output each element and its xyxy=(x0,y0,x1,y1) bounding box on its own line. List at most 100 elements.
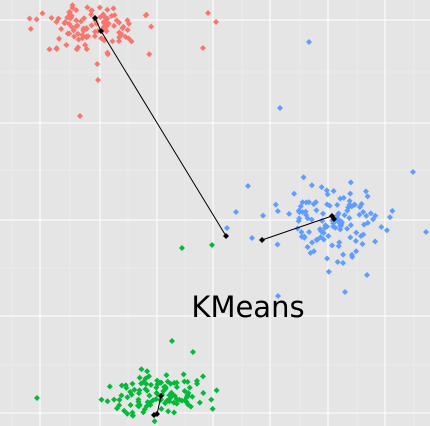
data-point xyxy=(351,201,358,208)
data-point xyxy=(124,394,131,401)
data-point xyxy=(296,215,303,222)
data-point xyxy=(313,207,320,214)
data-point xyxy=(128,391,135,398)
data-point xyxy=(96,4,103,11)
data-point xyxy=(332,224,339,231)
data-point xyxy=(353,229,360,236)
data-point xyxy=(160,388,167,395)
data-point xyxy=(104,6,111,13)
data-point xyxy=(364,219,371,226)
data-point xyxy=(306,39,312,45)
data-point xyxy=(122,33,129,40)
data-point xyxy=(73,17,80,24)
data-point xyxy=(233,209,239,215)
data-point xyxy=(162,383,169,390)
data-point xyxy=(138,366,145,373)
data-point xyxy=(194,380,201,387)
data-point xyxy=(116,29,123,36)
data-point xyxy=(136,374,143,381)
data-point xyxy=(173,396,180,403)
data-point xyxy=(129,409,136,416)
data-point xyxy=(84,33,91,40)
data-point xyxy=(183,399,190,406)
data-point xyxy=(200,390,207,397)
data-point xyxy=(127,402,134,409)
data-point xyxy=(213,19,219,25)
data-point xyxy=(341,212,348,219)
data-point xyxy=(306,229,313,236)
data-point xyxy=(165,408,172,415)
data-point xyxy=(291,190,298,197)
data-point xyxy=(108,12,115,19)
data-point xyxy=(131,386,138,393)
data-point xyxy=(378,223,385,230)
data-point xyxy=(146,51,153,58)
data-point xyxy=(304,244,311,251)
data-point xyxy=(184,378,191,385)
data-point xyxy=(313,236,320,243)
data-point xyxy=(208,396,215,403)
data-point xyxy=(298,229,305,236)
data-point xyxy=(410,169,416,175)
data-point xyxy=(346,215,353,222)
data-point xyxy=(224,225,230,231)
data-point xyxy=(104,398,111,405)
data-point xyxy=(319,210,326,217)
data-point xyxy=(310,248,317,255)
centroid-marker xyxy=(92,15,98,21)
data-point xyxy=(353,248,360,255)
data-point xyxy=(173,400,180,407)
data-point xyxy=(88,11,95,18)
data-point xyxy=(118,392,125,399)
data-point xyxy=(213,387,220,394)
data-point xyxy=(109,38,116,45)
data-point xyxy=(298,233,305,240)
data-point xyxy=(144,368,151,375)
data-point xyxy=(205,10,211,16)
data-point xyxy=(110,22,117,29)
data-point xyxy=(209,242,215,248)
data-point xyxy=(88,22,95,29)
data-point xyxy=(151,418,158,425)
data-point xyxy=(34,395,40,401)
data-point xyxy=(84,4,91,11)
data-point xyxy=(62,18,69,25)
data-point xyxy=(348,251,355,258)
data-point xyxy=(347,234,354,241)
data-point xyxy=(367,210,374,217)
data-point xyxy=(277,105,283,111)
data-point xyxy=(163,372,170,379)
data-point xyxy=(69,4,76,11)
data-point xyxy=(144,387,151,394)
centroid-marker xyxy=(98,28,104,34)
data-point xyxy=(372,238,379,245)
data-point xyxy=(186,384,193,391)
data-point xyxy=(324,255,331,262)
data-point xyxy=(199,373,206,380)
data-point xyxy=(179,245,185,251)
data-point xyxy=(245,183,251,189)
data-point xyxy=(168,393,175,400)
data-point xyxy=(115,38,122,45)
data-point xyxy=(304,215,311,222)
centroid-marker xyxy=(158,393,164,399)
data-point xyxy=(140,409,147,416)
data-points xyxy=(26,2,429,425)
data-point xyxy=(26,15,33,22)
data-point xyxy=(342,289,348,295)
data-point xyxy=(189,393,196,400)
data-point xyxy=(167,380,174,387)
data-point xyxy=(334,259,341,266)
centroid-marker xyxy=(223,233,229,239)
data-point xyxy=(356,204,363,211)
data-point xyxy=(77,113,83,119)
data-point xyxy=(116,396,123,403)
data-point xyxy=(272,201,279,208)
data-point xyxy=(209,405,216,412)
data-point xyxy=(121,407,128,414)
data-point xyxy=(80,27,87,34)
data-point xyxy=(48,14,55,21)
data-point xyxy=(53,18,60,25)
data-point xyxy=(200,45,206,51)
data-point xyxy=(260,212,267,219)
